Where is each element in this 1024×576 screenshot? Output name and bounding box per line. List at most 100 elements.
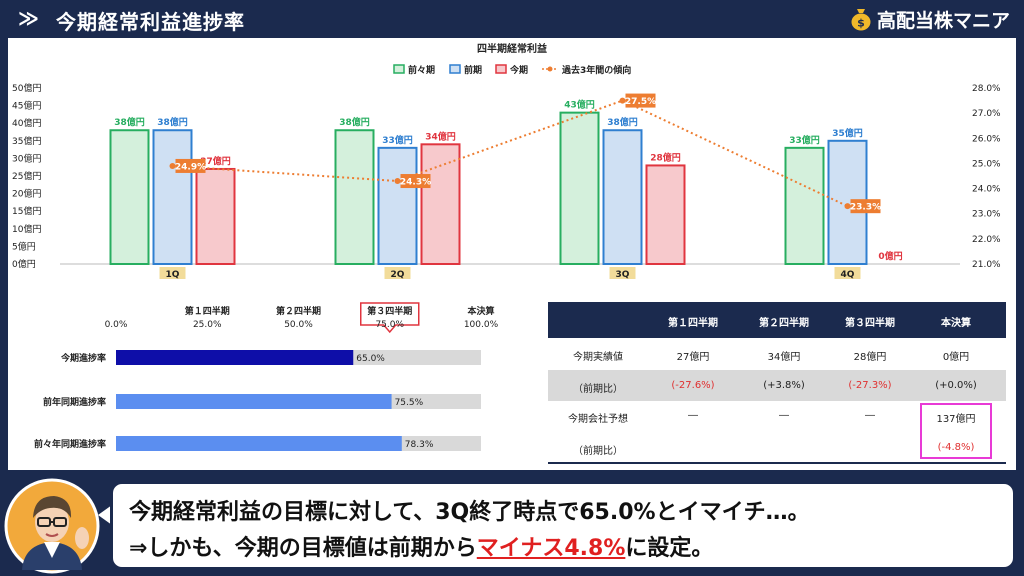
legend-entry: 前期 (464, 64, 482, 76)
x-tick-label: 3Q (616, 270, 630, 280)
y2-tick-label: 26.0% (972, 134, 1001, 144)
table-row: 今期実績値 27億円 34億円 28億円 0億円 (548, 338, 1006, 369)
x-tick-highlight (159, 267, 186, 279)
y-tick-label: 45億円 (12, 100, 41, 112)
quarter-marker-label: 第３四半期 (367, 305, 412, 317)
money-bag-icon: $ (851, 9, 871, 31)
bubble-line-2-suffix: に設定。 (625, 536, 714, 561)
bar-data-label: 34億円 (425, 130, 456, 142)
table-row: 今期会社予想 ― ― ― 137億円 (548, 400, 1006, 431)
table-cell: ― (865, 410, 875, 421)
progress-data-label: 75.5% (395, 398, 424, 408)
page-title: 今期経常利益進捗率 (56, 10, 245, 34)
legend-entry: 今期 (509, 64, 528, 76)
progress-row-label: 今期進捗率 (60, 352, 106, 364)
bubble-line-2: ⇒しかも、今期の目標値は前期からマイナス4.8%に設定。 (129, 530, 713, 562)
trend-point (169, 162, 176, 169)
table-row: （前期比） (-4.8%) (548, 432, 1006, 463)
trend-label-box (400, 174, 431, 189)
bar (559, 111, 600, 265)
legend-entry: 前々期 (408, 64, 435, 76)
table-bottom-rule (548, 462, 1006, 464)
table-header-cell: 第２四半期 (759, 318, 809, 329)
speech-bubble-tail (98, 505, 112, 525)
legend-swatch (449, 64, 461, 74)
bar-data-label: 33億円 (789, 134, 820, 146)
quarter-marker-label: 第２四半期 (276, 305, 321, 317)
table-header-cell: 第３四半期 (845, 318, 895, 329)
bar-data-label: 33億円 (382, 134, 413, 146)
quarter-marker-label: 第１四半期 (185, 305, 230, 317)
results-table: 第１四半期 第２四半期 第３四半期 本決算 今期実績値 27億円 34億円 28… (548, 302, 1006, 464)
trend-data-label: 24.9% (175, 162, 206, 172)
x-tick-highlight (384, 267, 411, 279)
bubble-line-2-prefix: ⇒しかも、今期の目標値は前期から (129, 536, 477, 561)
trend-data-label: 27.5% (625, 97, 656, 107)
y-tick-label: 5億円 (12, 240, 36, 252)
x-tick-label: 0.0% (105, 320, 128, 330)
progress-data-label: 65.0% (356, 354, 385, 364)
progress-row-label: 前年同期進捗率 (43, 396, 106, 408)
table-cell: 28億円 (853, 352, 887, 363)
x-tick-label: 25.0% (193, 320, 222, 330)
legend-swatch (495, 64, 507, 74)
bar (784, 146, 825, 265)
trend-point (844, 203, 851, 210)
chart-title: 四半期経常利益 (477, 42, 547, 55)
brand-name: 高配当株マニア (876, 9, 1010, 32)
y2-tick-label: 25.0% (972, 159, 1001, 169)
svg-text:$: $ (857, 17, 865, 30)
bar (645, 164, 686, 265)
table-cell: 137億円 (936, 414, 976, 425)
x-tick-label: 75.0% (375, 320, 404, 330)
brand-logo: $ 高配当株マニア (850, 5, 1010, 33)
row-label: （前期比） (573, 446, 623, 457)
table-cell: 34億円 (767, 352, 801, 363)
bar-data-label: 0億円 (878, 250, 902, 262)
y2-tick-label: 28.0% (972, 84, 1001, 94)
table-cell: (-27.3%) (848, 380, 892, 391)
y2-tick-label: 22.0% (972, 235, 1001, 245)
progress-rate-chart: 第１四半期 第２四半期 第３四半期 本決算 0.0% 25.0% 50.0% 75.0% 100… (34, 302, 499, 451)
header-bar: ≫ 今期経常利益進捗率 $ 高配当株マニア (0, 0, 1024, 38)
bar-data-label: 35億円 (832, 127, 863, 139)
y-tick-label: 50億円 (12, 82, 41, 94)
speech-bubble: 今期経常利益の目標に対して、3Q終了時点で65.0%とイマイチ…。 ⇒しかも、今… (110, 481, 1016, 570)
bar (334, 129, 375, 265)
table-cell: (+3.8%) (763, 380, 805, 391)
progress-bar-fill (116, 350, 354, 365)
legend-swatch (393, 64, 405, 74)
table-header-cell: 本決算 (941, 318, 971, 329)
table-cell: ― (779, 410, 789, 421)
y-tick-label: 15億円 (12, 205, 41, 217)
bar (195, 167, 236, 266)
y2-tick-label: 24.0% (972, 185, 1001, 195)
table-cell: (+0.0%) (935, 380, 977, 391)
y2-tick-label: 23.0% (972, 210, 1001, 220)
bar-data-label: 38億円 (607, 116, 638, 128)
quarter-marker-label: 本決算 (467, 305, 494, 317)
x-tick-label: 50.0% (284, 320, 313, 330)
progress-data-label: 78.3% (405, 440, 434, 450)
bar-data-label: 43億円 (564, 99, 595, 111)
table-cell: (-27.6%) (671, 380, 715, 391)
trend-label-box (625, 93, 656, 108)
legend-marker (547, 66, 553, 72)
progress-row-label: 前々年同期進捗率 (34, 438, 106, 450)
y2-tick-label: 27.0% (972, 109, 1001, 119)
bar-data-label: 38億円 (339, 116, 370, 128)
y-tick-label: 20億円 (12, 188, 41, 200)
trend-label-box (850, 199, 881, 214)
avatar (4, 478, 100, 574)
table-header: 第１四半期 第２四半期 第３四半期 本決算 (548, 302, 1006, 338)
chevron-icon: ≫ (18, 6, 39, 30)
legend-entry: 過去3年間の傾向 (561, 64, 631, 76)
x-tick-label: 1Q (166, 270, 180, 280)
row-label: （前期比） (573, 384, 623, 395)
bubble-line-1: 今期経常利益の目標に対して、3Q終了時点で65.0%とイマイチ…。 (129, 500, 810, 525)
y-tick-label: 10億円 (12, 223, 41, 235)
bar (420, 143, 461, 265)
quarter-marker-highlight (360, 302, 420, 334)
table-header-cell: 第１四半期 (668, 318, 718, 329)
